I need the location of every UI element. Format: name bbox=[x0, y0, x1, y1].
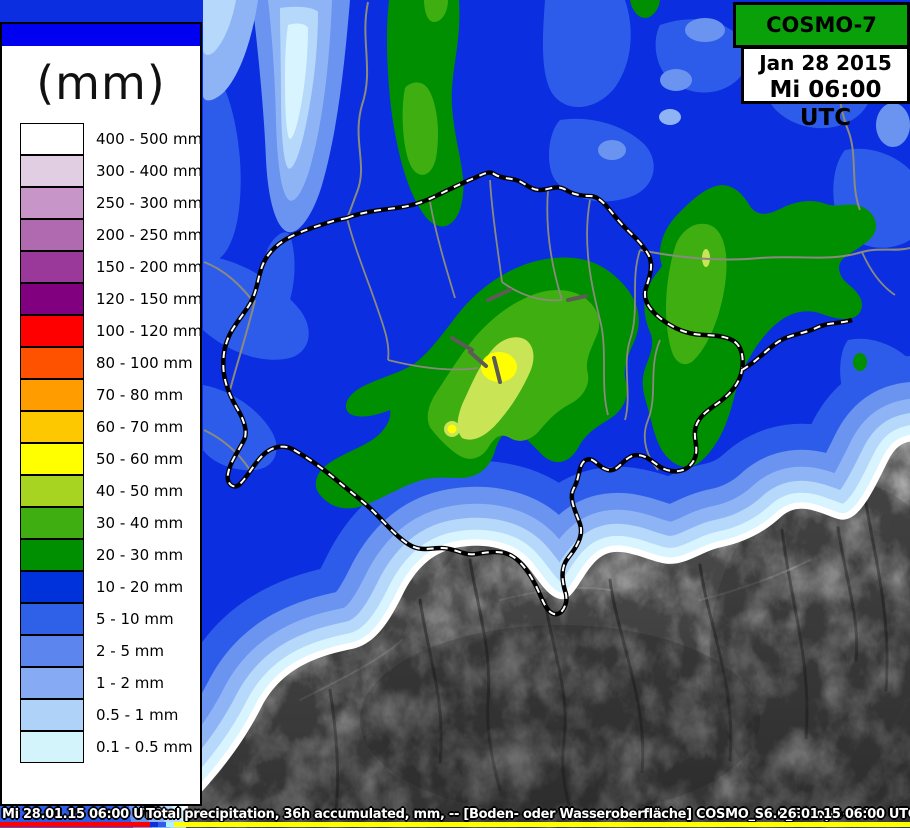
legend-item: 200 - 250 mm bbox=[20, 218, 203, 251]
terrain-hillshade bbox=[186, 441, 910, 828]
legend-swatch bbox=[20, 538, 84, 571]
legend-label: 200 - 250 mm bbox=[96, 226, 203, 244]
legend-item: 100 - 120 mm bbox=[20, 314, 203, 347]
legend-swatch bbox=[20, 410, 84, 443]
legend-swatch bbox=[20, 506, 84, 539]
legend-item: 50 - 60 mm bbox=[20, 442, 202, 475]
legend-item: 150 - 200 mm bbox=[20, 250, 203, 283]
precip-maximum bbox=[481, 352, 517, 382]
legend-label: 60 - 70 mm bbox=[96, 418, 184, 436]
legend-label: 2 - 5 mm bbox=[96, 642, 165, 660]
legend-label: 0.1 - 0.5 mm bbox=[96, 738, 193, 756]
legend-item: 40 - 50 mm bbox=[20, 474, 202, 507]
legend-label: 80 - 100 mm bbox=[96, 354, 193, 372]
legend-label: 5 - 10 mm bbox=[96, 610, 174, 628]
legend-label: 30 - 40 mm bbox=[96, 514, 184, 532]
legend-item: 300 - 400 mm bbox=[20, 154, 203, 187]
status-product-description: Total precipitation, 36h accumulated, mm… bbox=[146, 807, 870, 822]
legend-item: 5 - 10 mm bbox=[20, 602, 202, 635]
timeline-elapsed-segment[interactable] bbox=[0, 822, 150, 827]
legend-swatch bbox=[20, 666, 84, 699]
legend-swatch bbox=[20, 634, 84, 667]
legend-label: 20 - 30 mm bbox=[96, 546, 184, 564]
legend-swatch bbox=[20, 570, 84, 603]
legend-swatch bbox=[20, 314, 84, 347]
national-border bbox=[221, 170, 853, 617]
legend-label: 150 - 200 mm bbox=[96, 258, 203, 276]
status-bar: Mi 28.01.15 06:00 UTC Total precipitatio… bbox=[0, 806, 910, 828]
timeline-marker bbox=[150, 822, 158, 827]
legend-label: 10 - 20 mm bbox=[96, 578, 184, 596]
heavy-precip-cells bbox=[315, 0, 877, 509]
legend-swatch bbox=[20, 730, 84, 763]
legend-swatch bbox=[20, 474, 84, 507]
legend-swatch bbox=[20, 378, 84, 411]
legend-swatch bbox=[20, 250, 84, 283]
legend-label: 40 - 50 mm bbox=[96, 482, 184, 500]
legend-item: 20 - 30 mm bbox=[20, 538, 202, 571]
legend-item: 10 - 20 mm bbox=[20, 570, 202, 603]
model-name: COSMO-7 bbox=[766, 13, 877, 37]
status-valid-datetime: Mi 28.01.15 06:00 UTC bbox=[2, 807, 162, 822]
legend-swatch bbox=[20, 218, 84, 251]
legend-swatch bbox=[20, 602, 84, 635]
legend-swatch bbox=[20, 122, 84, 155]
valid-date: Jan 28 2015 bbox=[759, 51, 892, 75]
model-info-box: COSMO-7 bbox=[733, 2, 910, 48]
legend-item: 1 - 2 mm bbox=[20, 666, 202, 699]
legend-item: 60 - 70 mm bbox=[20, 410, 202, 443]
legend-label: 1 - 2 mm bbox=[96, 674, 165, 692]
legend-item: 250 - 300 mm bbox=[20, 186, 203, 219]
lake-marks bbox=[450, 288, 588, 384]
legend-swatch bbox=[20, 698, 84, 731]
legend-label: 300 - 400 mm bbox=[96, 162, 203, 180]
legend-item: 2 - 5 mm bbox=[20, 634, 202, 667]
legend-label: 250 - 300 mm bbox=[96, 194, 203, 212]
legend-swatch bbox=[20, 154, 84, 187]
legend-label: 100 - 120 mm bbox=[96, 322, 203, 340]
legend-swatch bbox=[20, 442, 84, 475]
legend-item: 80 - 100 mm bbox=[20, 346, 202, 379]
legend-label: 120 - 150 mm bbox=[96, 290, 203, 308]
timeline-marker bbox=[166, 822, 174, 827]
legend-scale: 400 - 500 mm 300 - 400 mm 250 - 300 mm 2… bbox=[20, 122, 203, 763]
legend-item: 0.1 - 0.5 mm bbox=[20, 730, 202, 763]
legend-swatch bbox=[20, 346, 84, 379]
legend-label: 70 - 80 mm bbox=[96, 386, 184, 404]
legend-item: 70 - 80 mm bbox=[20, 378, 202, 411]
timeline-marker bbox=[158, 822, 166, 827]
legend-title: (mm) bbox=[36, 56, 166, 110]
legend-label: 400 - 500 mm bbox=[96, 130, 203, 148]
valid-time-box: Jan 28 2015 Mi 06:00 UTC bbox=[741, 46, 910, 131]
timeline-bar[interactable] bbox=[0, 822, 910, 827]
legend-item: 120 - 150 mm bbox=[20, 282, 203, 315]
legend-panel: (mm) 400 - 500 mm 300 - 400 mm 250 - 300… bbox=[0, 22, 202, 806]
legend-swatch bbox=[20, 186, 84, 219]
legend-label: 50 - 60 mm bbox=[96, 450, 184, 468]
legend-item: 30 - 40 mm bbox=[20, 506, 202, 539]
status-run-datetime: 26.01.15 06:00 UTC bbox=[778, 807, 910, 822]
legend-item: 0.5 - 1 mm bbox=[20, 698, 202, 731]
legend-label: 0.5 - 1 mm bbox=[96, 706, 179, 724]
legend-item: 400 - 500 mm bbox=[20, 122, 203, 155]
legend-header-bar bbox=[2, 24, 200, 46]
legend-swatch bbox=[20, 282, 84, 315]
valid-time: Mi 06:00 UTC bbox=[769, 77, 882, 131]
